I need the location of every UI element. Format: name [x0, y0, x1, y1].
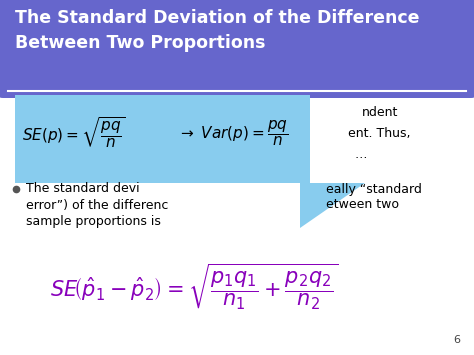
Text: $\rightarrow \; Var(p) = \dfrac{pq}{n}$: $\rightarrow \; Var(p) = \dfrac{pq}{n}$: [178, 118, 289, 148]
Polygon shape: [300, 183, 365, 228]
Text: The standard devi: The standard devi: [26, 182, 140, 196]
Bar: [3, 70, 471, 90]
Bar: [15, 95, 310, 183]
Text: ndent: ndent: [362, 105, 398, 119]
Text: sample proportions is: sample proportions is: [26, 214, 161, 228]
Text: eally “standard: eally “standard: [326, 182, 422, 196]
Text: The Standard Deviation of the Difference: The Standard Deviation of the Difference: [15, 9, 419, 27]
Text: ent. Thus,: ent. Thus,: [348, 126, 410, 140]
FancyBboxPatch shape: [0, 0, 474, 98]
Text: $SE\!\left(\hat{p}_1 - \hat{p}_2\right) = \sqrt{\dfrac{p_1 q_1}{n_1} + \dfrac{p_: $SE\!\left(\hat{p}_1 - \hat{p}_2\right) …: [50, 262, 338, 312]
Text: 6: 6: [453, 335, 460, 345]
Text: …: …: [355, 148, 367, 162]
Text: error”) of the differenc: error”) of the differenc: [26, 198, 168, 212]
Text: $SE(p) = \sqrt{\dfrac{pq}{n}}$: $SE(p) = \sqrt{\dfrac{pq}{n}}$: [22, 116, 126, 150]
Text: Between Two Proportions: Between Two Proportions: [15, 34, 265, 52]
Text: etween two: etween two: [326, 198, 399, 212]
